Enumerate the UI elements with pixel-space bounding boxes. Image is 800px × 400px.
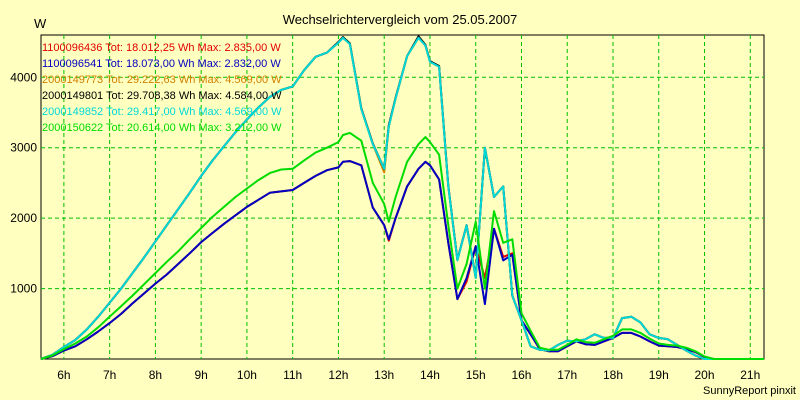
y-tick-label: 3000: [10, 141, 37, 155]
series-line: [40, 36, 764, 360]
series-lines: [40, 35, 764, 360]
x-tick-labels: 6h 7h 8h 9h 10h 11h 12h 13h 14h 15h 16h 17h 18h 19h 20…: [57, 368, 760, 382]
series-line: [40, 160, 764, 360]
x-tick-label: 17h: [557, 368, 577, 382]
x-tick-label: 21h: [740, 368, 760, 382]
legend-entry: 2000149773 Tot: 29.222,63 Wh Max: 4.569,…: [42, 74, 282, 86]
grid: [41, 35, 764, 359]
chart-title: Wechselrichtervergleich vom 25.05.2007: [283, 12, 518, 27]
x-tick-label: 19h: [649, 368, 669, 382]
y-tick-labels: 1000 2000 3000 4000: [10, 70, 37, 295]
x-tick-label: 14h: [420, 368, 440, 382]
x-tick-label: 20h: [694, 368, 714, 382]
x-tick-label: 10h: [237, 368, 257, 382]
x-tick-label: 6h: [57, 368, 70, 382]
y-tick-label: 4000: [10, 70, 37, 84]
x-tick-label: 16h: [511, 368, 531, 382]
legend-entry: 1100096436 Tot: 18.012,25 Wh Max: 2.835,…: [42, 42, 281, 54]
y-axis-unit: W: [34, 16, 47, 31]
x-tick-label: 8h: [149, 368, 162, 382]
x-tick-label: 7h: [103, 368, 116, 382]
series-line: [40, 131, 764, 360]
x-tick-label: 13h: [374, 368, 394, 382]
x-tick-label: 18h: [603, 368, 623, 382]
x-tick-label: 11h: [283, 368, 302, 382]
y-tick-label: 1000: [10, 282, 37, 296]
x-tick-label: 12h: [328, 368, 348, 382]
legend: 1100096436 Tot: 18.012,25 Wh Max: 2.835,…: [42, 42, 282, 134]
x-tick-label: 9h: [194, 368, 207, 382]
legend-entry: 2000150622 Tot: 20.614,00 Wh Max: 3.212,…: [42, 122, 282, 134]
x-tick-label: 15h: [466, 368, 486, 382]
legend-entry: 1100096541 Tot: 18.073,00 Wh Max: 2.832,…: [42, 58, 281, 70]
legend-entry: 2000149801 Tot: 29.708,38 Wh Max: 4.584,…: [42, 90, 282, 102]
y-tick-label: 2000: [10, 211, 37, 225]
legend-entry: 2000149852 Tot: 29.417,00 Wh Max: 4.569,…: [42, 106, 282, 118]
credit-label: SunnyReport pinxit: [703, 385, 796, 397]
